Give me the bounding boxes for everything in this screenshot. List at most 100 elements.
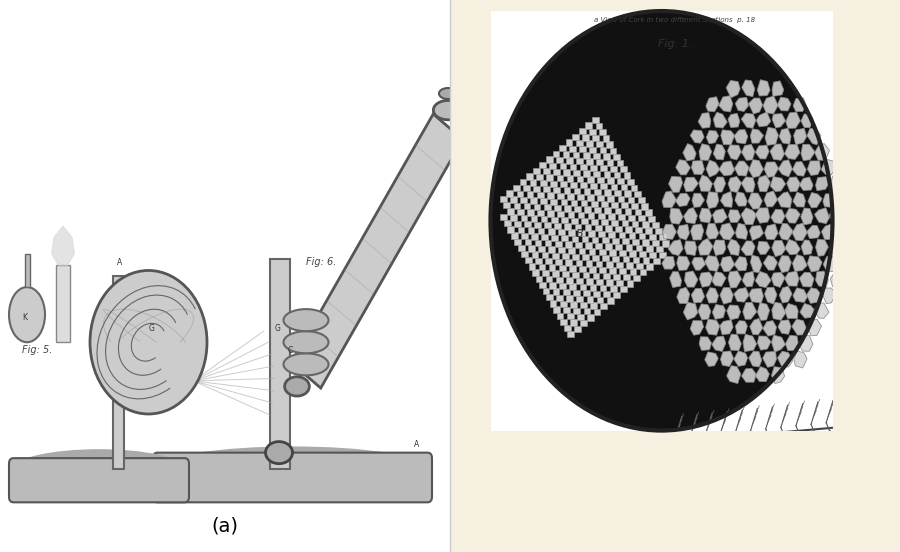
Bar <box>571 320 577 326</box>
Polygon shape <box>748 193 762 209</box>
Bar <box>608 231 616 238</box>
Bar <box>507 190 513 197</box>
Polygon shape <box>662 191 677 208</box>
Bar <box>617 196 625 202</box>
Bar <box>626 245 633 251</box>
Bar <box>545 258 552 264</box>
Polygon shape <box>771 302 786 320</box>
Polygon shape <box>712 272 726 286</box>
Text: B: B <box>576 230 583 240</box>
Bar <box>607 178 614 184</box>
Bar <box>611 201 617 208</box>
Bar <box>598 195 604 201</box>
Text: (a): (a) <box>212 517 239 535</box>
Polygon shape <box>728 177 742 193</box>
Circle shape <box>491 11 832 431</box>
Bar <box>530 179 536 186</box>
Polygon shape <box>698 113 711 128</box>
Bar <box>550 181 557 187</box>
Bar <box>573 290 580 296</box>
Bar <box>619 250 625 256</box>
Bar <box>560 163 566 169</box>
Bar <box>510 214 518 221</box>
Polygon shape <box>721 130 734 145</box>
Bar <box>570 283 576 290</box>
Polygon shape <box>763 96 778 114</box>
Bar <box>562 289 570 295</box>
Bar <box>550 300 556 306</box>
Bar <box>570 301 577 307</box>
Bar <box>568 211 574 217</box>
Bar <box>583 308 590 315</box>
Polygon shape <box>785 240 800 254</box>
Polygon shape <box>755 208 770 223</box>
Bar <box>585 123 592 129</box>
Bar <box>533 185 540 192</box>
Bar <box>571 200 577 206</box>
Polygon shape <box>692 257 706 270</box>
Polygon shape <box>822 224 837 240</box>
Bar <box>535 222 541 228</box>
Polygon shape <box>755 272 771 288</box>
Bar <box>580 284 586 290</box>
Polygon shape <box>800 304 814 318</box>
Polygon shape <box>685 241 697 256</box>
Bar <box>561 217 568 224</box>
Bar <box>577 176 583 182</box>
Bar <box>594 207 601 213</box>
Bar <box>572 152 580 158</box>
Bar <box>601 201 608 208</box>
Bar <box>530 198 537 204</box>
Polygon shape <box>677 225 689 240</box>
Bar <box>632 221 638 227</box>
Bar <box>592 117 598 123</box>
Bar <box>536 275 543 282</box>
Bar <box>554 306 560 313</box>
Bar <box>612 256 619 262</box>
Polygon shape <box>690 130 704 143</box>
Bar <box>535 240 542 246</box>
Polygon shape <box>750 319 763 335</box>
Polygon shape <box>720 256 734 272</box>
Bar <box>660 252 666 258</box>
Text: G: G <box>148 324 155 333</box>
Bar <box>576 158 583 164</box>
Polygon shape <box>808 193 823 208</box>
Bar <box>518 245 525 251</box>
Polygon shape <box>792 223 807 241</box>
Bar <box>577 194 584 200</box>
Polygon shape <box>758 302 770 320</box>
Polygon shape <box>735 97 749 112</box>
Bar <box>573 307 580 314</box>
Polygon shape <box>763 256 778 270</box>
Polygon shape <box>758 336 771 350</box>
Bar <box>500 196 507 202</box>
Bar <box>616 244 622 250</box>
Polygon shape <box>698 304 711 320</box>
Bar <box>603 135 609 142</box>
Bar <box>613 274 619 280</box>
Polygon shape <box>815 239 828 256</box>
Polygon shape <box>668 240 683 256</box>
Bar <box>546 156 553 163</box>
Text: a View of Cork in two different Sections  p. 18: a View of Cork in two different Sections… <box>594 17 756 23</box>
Bar <box>548 246 555 253</box>
Polygon shape <box>677 256 690 270</box>
Bar <box>639 233 645 240</box>
Polygon shape <box>749 351 761 367</box>
Bar <box>450 0 491 552</box>
Bar <box>570 163 576 170</box>
Bar <box>500 214 507 220</box>
Polygon shape <box>764 191 778 207</box>
Bar <box>610 166 616 172</box>
Ellipse shape <box>284 353 328 375</box>
Polygon shape <box>683 144 697 161</box>
Bar <box>525 257 532 263</box>
Bar <box>596 123 602 129</box>
Polygon shape <box>698 238 713 255</box>
Bar <box>538 246 544 252</box>
Polygon shape <box>771 367 785 384</box>
Bar <box>586 260 592 267</box>
Polygon shape <box>785 145 800 160</box>
Bar <box>626 262 633 269</box>
